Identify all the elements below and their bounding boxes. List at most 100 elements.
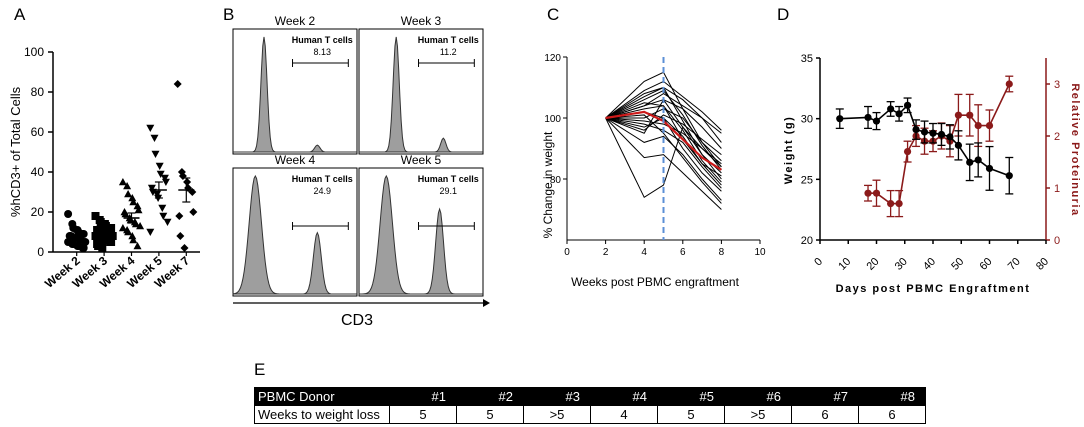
panel-a-point	[96, 218, 105, 226]
weight-trace	[605, 117, 722, 189]
panel-a-y-tick-label: 80	[31, 85, 45, 99]
gate-label: Human T cells	[292, 35, 353, 45]
panel-d-y-tick-label-left: 30	[801, 114, 813, 126]
row-cell: 5	[657, 405, 725, 424]
panel-a-point	[104, 230, 113, 238]
row-cell: 5	[456, 405, 524, 424]
histogram-curve	[359, 36, 483, 153]
weight-line	[839, 103, 1010, 177]
panel-a-point	[155, 162, 164, 170]
weight-trace	[605, 117, 722, 210]
panel-a-point	[189, 208, 198, 216]
weight-trace	[605, 117, 722, 186]
panel-a-point	[91, 232, 100, 240]
panel-a-point	[94, 226, 103, 234]
weight-trace	[605, 99, 722, 149]
weight-trace	[605, 102, 722, 183]
panel-a-point	[156, 170, 165, 178]
proteinuria-point	[872, 189, 881, 197]
panel-a-point	[160, 174, 169, 182]
weight-point	[887, 105, 895, 113]
header-cell: #1	[389, 387, 457, 406]
donor-table: PBMC Donor #1 #2 #3 #4 #5 #6 #7 #8 Weeks…	[254, 387, 926, 424]
histogram-curve	[358, 174, 483, 295]
panel-a-point	[124, 190, 133, 198]
weight-point	[864, 113, 872, 122]
panel-a-point	[98, 244, 107, 252]
header-cell: #7	[791, 387, 859, 406]
panel-c-y-tick-label: 80	[550, 175, 562, 186]
header-cell: #3	[523, 387, 591, 406]
panel-c-x-label: Weeks post PBMC engraftment	[571, 275, 740, 289]
proteinuria-point	[864, 189, 872, 197]
weight-trace	[605, 108, 722, 162]
panel-a-point	[151, 150, 160, 158]
panel-a-point	[158, 204, 167, 212]
histogram-curve	[232, 174, 357, 295]
panel-a-point	[175, 212, 184, 220]
panel-d-letter: D	[777, 5, 789, 24]
panel-a-point	[124, 228, 133, 236]
panel-a-point	[134, 206, 143, 214]
gate-value: 11.2	[440, 47, 457, 57]
panel-a-point	[107, 224, 116, 232]
panel-d-x-tick-label: 10	[836, 256, 853, 273]
panel-a-point	[133, 242, 142, 250]
panel-a-point	[118, 224, 127, 232]
panel-c-letter: C	[547, 5, 559, 24]
panel-d-y-tick-label-right: 0	[1054, 235, 1060, 247]
weight-point	[985, 164, 994, 173]
row-cell: 5	[389, 405, 457, 424]
histogram-title: Week 3	[401, 14, 442, 28]
weight-point	[974, 156, 982, 164]
proteinuria-point	[887, 200, 895, 208]
panel-d-x-tick-label: 80	[1034, 256, 1051, 273]
histogram-frame	[232, 167, 358, 297]
header-cell: #8	[858, 387, 926, 406]
weight-point	[1005, 172, 1013, 180]
panel-a-point	[121, 210, 130, 218]
weight-point	[872, 117, 881, 125]
donor-table-header: PBMC Donor #1 #2 #3 #4 #5 #6 #7 #8	[254, 387, 926, 406]
histogram-title: Week 4	[275, 153, 316, 167]
panel-a-point	[161, 178, 170, 186]
donor-table-row: Weeks to weight loss 5 5 >5 4 5 >5 6 6	[254, 405, 926, 424]
weight-point	[903, 101, 912, 109]
panel-d-x-tick-label: 0	[812, 256, 825, 269]
weight-trace	[605, 80, 722, 131]
panel-a-point	[150, 134, 159, 142]
mean-weight-line	[605, 110, 722, 171]
panel-c-y-tick-label: 120	[544, 53, 561, 64]
weight-point	[929, 129, 937, 137]
panel-a-point	[146, 228, 155, 236]
panel-c-x-tick-label: 8	[719, 247, 725, 258]
histogram-frame	[358, 28, 484, 155]
panel-a-point	[147, 184, 156, 192]
panel-d-x-tick-label: 40	[921, 256, 938, 273]
gate-value: 8.13	[314, 47, 332, 57]
panel-a-point	[81, 238, 90, 246]
proteinuria-point	[966, 111, 974, 119]
panel-c-x-tick-label: 10	[754, 247, 766, 258]
gate-value: 24.9	[314, 186, 332, 196]
histogram-title: Week 2	[275, 14, 316, 28]
proteinuria-point	[985, 122, 994, 130]
weight-trace	[605, 71, 722, 168]
header-cell: #5	[657, 387, 725, 406]
panel-a-point	[64, 210, 73, 218]
weight-point	[920, 128, 929, 136]
proteinuria-point	[895, 200, 903, 208]
panel-a-point	[163, 218, 172, 226]
row-cell: 6	[858, 405, 926, 424]
gate-label: Human T cells	[418, 174, 479, 184]
panel-a-point	[118, 178, 127, 186]
panel-e-letter: E	[254, 360, 266, 379]
row-cell: 6	[791, 405, 859, 424]
panel-a-point	[183, 178, 192, 186]
weight-point	[912, 125, 920, 134]
panel-a-point	[173, 80, 182, 88]
panel-a-y-tick-label: 20	[31, 205, 45, 219]
panel-d-y-label-left: Weight (g)	[783, 116, 795, 185]
histogram-curve	[233, 36, 357, 153]
